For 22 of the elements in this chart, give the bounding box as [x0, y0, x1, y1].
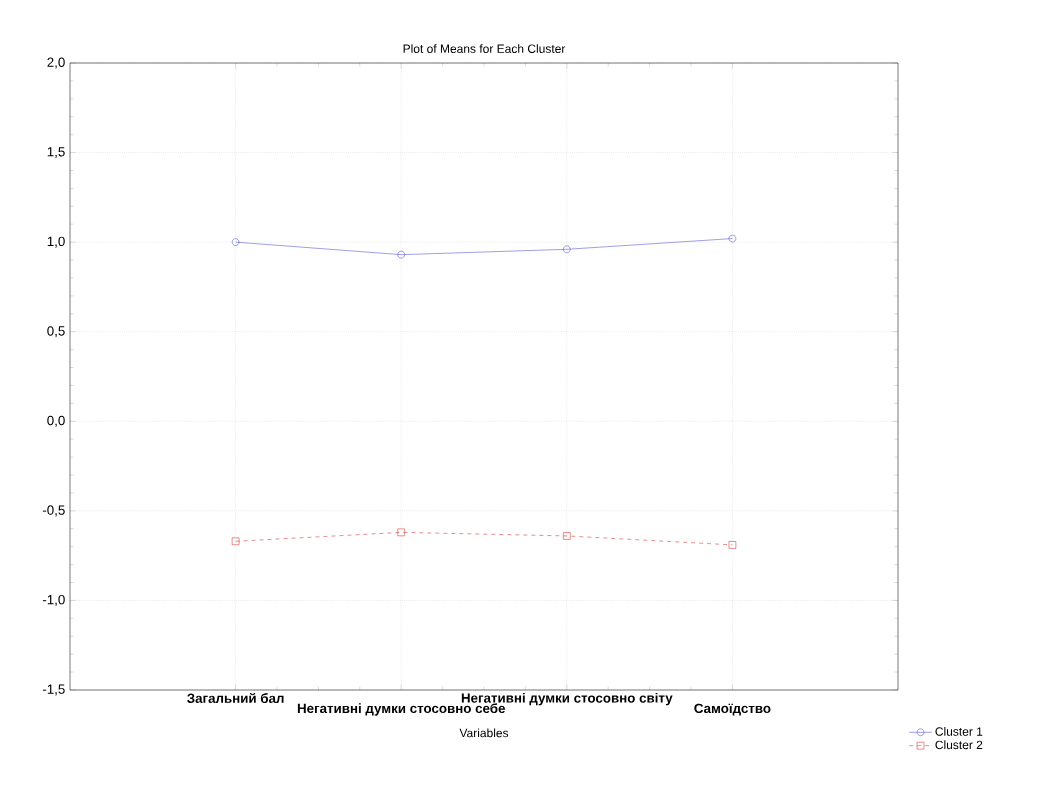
point	[728, 234, 737, 243]
point	[397, 528, 405, 537]
point	[397, 250, 405, 259]
legend-label: Cluster 2	[935, 740, 983, 750]
y-tick-label: 2,0	[47, 57, 65, 69]
y-tick-label: -1,5	[42, 684, 65, 696]
point	[563, 245, 571, 254]
y-tick-label: -0,5	[42, 505, 65, 517]
point	[231, 537, 240, 546]
point	[728, 541, 737, 549]
x-tick-label: Загальний бал	[187, 692, 284, 703]
y-tick-label: 1,5	[47, 147, 65, 159]
point	[563, 532, 571, 540]
y-tick-label: 1,0	[47, 236, 65, 248]
chart-title: Plot of Means for Each Cluster	[403, 44, 566, 53]
x-tick-label: Самоїдство	[694, 703, 771, 716]
y-tick-label: 0,0	[47, 415, 65, 427]
point	[231, 238, 240, 246]
y-tick-label: -1,0	[42, 594, 65, 606]
y-tick-label: 0,5	[47, 326, 65, 338]
x-axis-title: Variables	[459, 728, 509, 738]
legend-label: Cluster 1	[935, 726, 983, 736]
